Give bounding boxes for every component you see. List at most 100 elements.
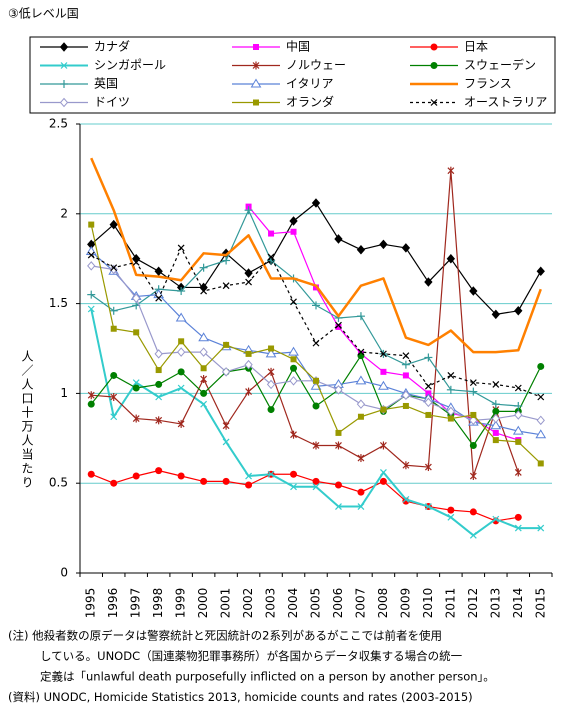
marker [380,468,387,476]
marker [512,425,524,435]
marker [335,429,342,436]
marker [334,481,342,489]
note: 定義は「unlawful death purposefully inflicte… [40,670,495,684]
marker [110,325,117,332]
marker [447,166,455,175]
note: (資料) UNODC, Homicide Statistics 2013, ho… [8,690,473,704]
marker [87,290,96,299]
marker [447,415,454,422]
marker [492,437,499,444]
marker [312,402,320,410]
x-tick-label: 2012 [466,588,480,619]
x-tick-label: 2007 [353,588,367,619]
marker [85,246,97,256]
marker [200,287,208,295]
legend-label: カナダ [94,39,130,54]
marker [469,472,477,481]
marker [380,368,387,375]
marker-stroke [245,278,252,286]
marker [221,367,231,377]
series-line [91,170,519,477]
marker [402,495,410,503]
marker-stroke [222,282,230,290]
marker-stroke [357,503,365,510]
marker [290,364,298,372]
marker [514,410,523,420]
marker [200,389,208,397]
marker [515,438,522,445]
x-tick-label: 2013 [488,588,502,619]
marker [154,266,163,277]
marker [198,332,210,342]
marker [268,230,275,237]
marker [424,463,432,472]
marker [380,441,387,450]
marker [312,483,320,491]
legend-label: 日本 [464,40,488,54]
marker [312,477,320,485]
marker [290,430,297,439]
marker [268,345,275,352]
marker [267,406,275,414]
marker [288,346,299,356]
marker [491,400,500,409]
marker [178,338,185,345]
marker [244,268,253,278]
marker [245,472,252,480]
marker [424,382,432,390]
marker [357,352,365,360]
marker [155,467,163,475]
marker [109,264,118,275]
note: している。UNODC（国連薬物犯罪事務所）が各国からデータ収集する場合の統一 [40,649,463,663]
marker [176,347,186,357]
marker [492,429,499,436]
marker [402,402,409,409]
marker [335,321,342,329]
x-tick-label: 2014 [511,588,525,619]
x-tick-label: 1997 [129,588,143,619]
marker [155,380,163,388]
marker [155,393,163,401]
marker [253,44,259,50]
y-axis-label: 人／人口十万人当たり [20,350,34,490]
marker [470,411,477,418]
marker [59,42,69,52]
marker [401,243,411,253]
marker-stroke [155,294,163,302]
marker [425,411,432,418]
marker-stroke [290,483,297,491]
marker [245,481,253,489]
marker [177,472,185,480]
marker [290,470,298,478]
marker [446,406,456,417]
marker-stroke [469,379,477,387]
marker [536,415,545,426]
legend-label: オランダ [286,94,334,109]
marker [290,228,297,235]
marker-stroke [155,393,163,401]
marker [250,78,262,88]
y-tick-label: 0 [60,566,68,580]
marker [379,477,387,485]
marker [357,348,365,356]
marker [492,380,500,388]
marker [222,438,230,446]
x-tick-label: 1999 [174,588,188,619]
marker [110,264,118,272]
marker [356,399,366,409]
marker [199,263,208,272]
marker [312,441,320,450]
marker [401,360,410,369]
marker [87,251,95,259]
x-tick-label: 2015 [533,588,547,619]
note: (注) 他殺者数の原データは警察統計と死因統計の2系列があるがここでは前者を使用 [8,629,442,643]
marker [447,372,455,379]
marker [132,414,140,423]
marker [60,80,68,88]
marker [267,470,275,478]
marker [446,253,456,264]
marker-stroke [245,472,252,480]
x-tick-label: 2011 [443,588,457,619]
marker-stroke [87,305,95,313]
series-line [90,224,542,464]
